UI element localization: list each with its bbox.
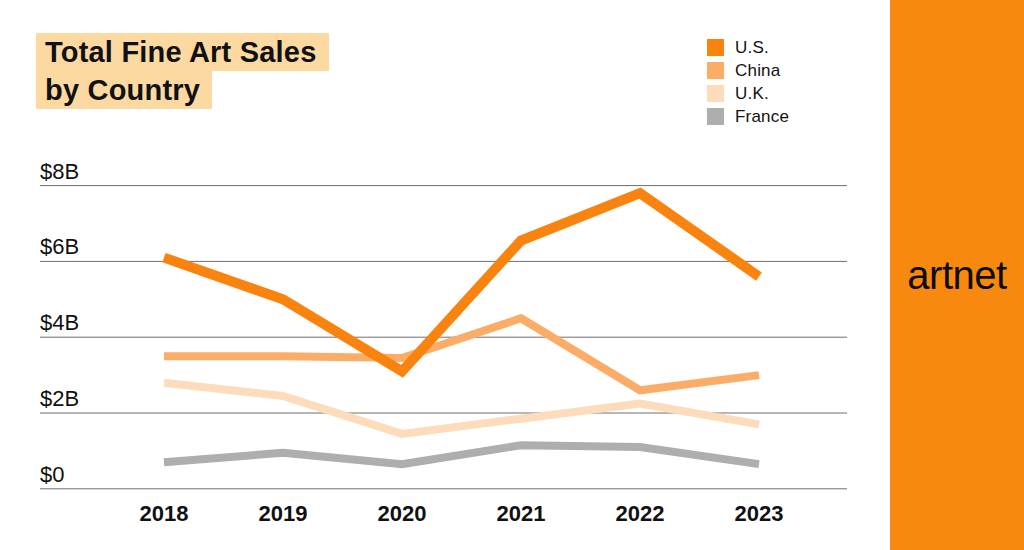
legend-label-uk: U.K.	[735, 84, 769, 104]
x-axis-tick-label: 2022	[616, 501, 665, 526]
chart-title: Total Fine Art Sales by Country	[36, 33, 329, 109]
legend-label-china: China	[735, 61, 780, 81]
x-axis-tick-label: 2023	[735, 501, 784, 526]
legend-item-us: U.S.	[707, 39, 789, 56]
x-axis-tick-label: 2021	[497, 501, 546, 526]
x-axis-tick-label: 2018	[140, 501, 189, 526]
legend-label-france: France	[735, 107, 789, 127]
y-axis-tick-label: $6B	[40, 234, 79, 259]
legend-label-us: U.S.	[735, 38, 769, 58]
x-axis-tick-label: 2019	[259, 501, 308, 526]
y-axis-tick-label: $0	[40, 462, 64, 487]
artnet-logo: artnet	[907, 253, 1006, 298]
series-line-us	[164, 193, 759, 371]
artnet-banner: artnet	[890, 0, 1024, 550]
legend-item-uk: U.K.	[707, 85, 789, 102]
legend-swatch-us	[707, 39, 724, 56]
chart-title-line-2: by Country	[36, 71, 212, 109]
series-line-france	[164, 445, 759, 464]
legend-item-france: France	[707, 108, 789, 125]
legend-swatch-france	[707, 108, 724, 125]
y-axis-tick-label: $2B	[40, 386, 79, 411]
legend-swatch-uk	[707, 85, 724, 102]
legend-swatch-china	[707, 62, 724, 79]
legend-item-china: China	[707, 62, 789, 79]
chart-title-line-1: Total Fine Art Sales	[36, 33, 329, 71]
y-axis-tick-label: $4B	[40, 310, 79, 335]
legend: U.S. China U.K. France	[707, 39, 789, 131]
y-axis-tick-label: $8B	[40, 159, 79, 184]
series-line-china	[164, 318, 759, 390]
x-axis-tick-label: 2020	[378, 501, 427, 526]
